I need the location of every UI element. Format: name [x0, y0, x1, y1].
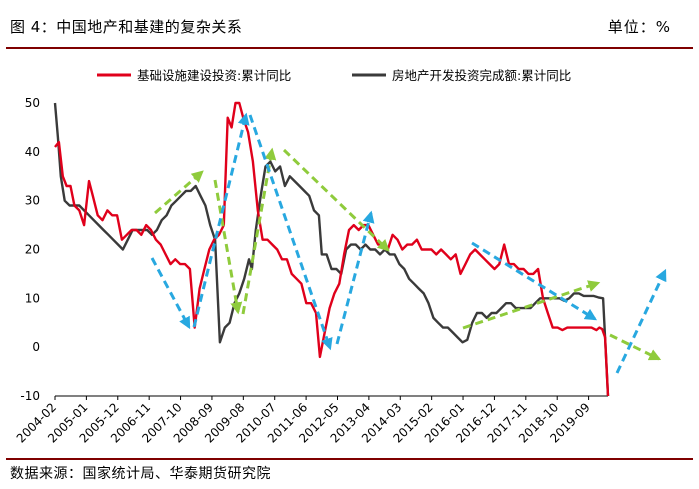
- blue-trend-arrow: [192, 112, 250, 328]
- figure-title: 图 4：中国地产和基建的复杂关系: [10, 18, 243, 36]
- blue-trend-arrow: [615, 268, 667, 374]
- green-trend-arrow: [154, 170, 204, 215]
- top-rule: [6, 47, 693, 49]
- line-chart: -10010203040502004-022005-012005-122006-…: [14, 68, 667, 446]
- legend-real-estate-label: 房地产开发投资完成额:累计同比: [392, 68, 571, 83]
- bottom-rule: [6, 458, 693, 460]
- legend-infrastructure-label: 基础设施建设投资:累计同比: [137, 68, 291, 83]
- series-line-real-estate: [53, 102, 610, 397]
- y-tick-label: 10: [25, 291, 40, 305]
- y-tick-label: 40: [25, 145, 40, 159]
- green-trend-arrow: [462, 280, 601, 330]
- y-tick-label: 0: [32, 340, 40, 354]
- green-trend-arrow: [609, 333, 662, 361]
- blue-trend-arrow: [471, 241, 598, 321]
- blue-trend-arrow: [248, 114, 333, 351]
- y-tick-label: 50: [25, 96, 40, 110]
- y-tick-label: 30: [25, 194, 40, 208]
- y-tick-label: 20: [25, 243, 40, 257]
- green-trend-arrow: [213, 179, 243, 315]
- y-tick-label: -10: [20, 389, 40, 403]
- figure-header: 图 4：中国地产和基建的复杂关系 单位：%: [0, 0, 699, 52]
- source-note: 数据来源：国家统计局、华泰期货研究院: [10, 466, 271, 482]
- series-line-infrastructure: [54, 101, 610, 397]
- unit-label: 单位：%: [607, 18, 671, 36]
- blue-trend-arrow: [150, 257, 191, 330]
- green-trend-arrow: [282, 148, 390, 252]
- blue-trend-arrow: [335, 210, 375, 345]
- green-trend-arrow: [241, 147, 277, 315]
